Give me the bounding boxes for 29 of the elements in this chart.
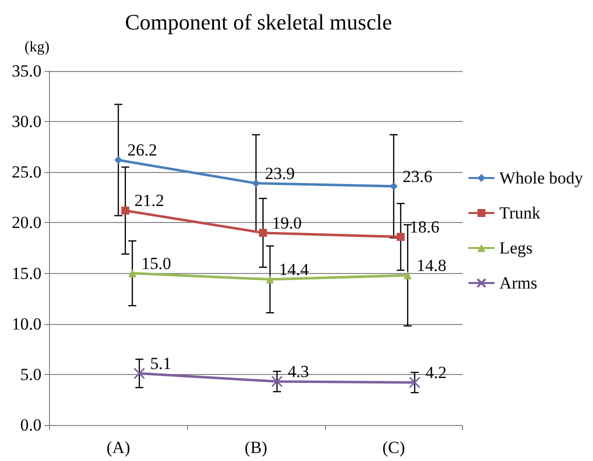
data-label: 18.6 xyxy=(410,217,440,236)
y-tick-label: 15.0 xyxy=(12,264,42,283)
data-label: 23.6 xyxy=(402,166,432,186)
data-label: 14.8 xyxy=(416,256,446,275)
data-label: 5.1 xyxy=(150,354,172,373)
data-label: 4.2 xyxy=(425,363,447,382)
legend-label: Legs xyxy=(499,238,532,258)
y-tick-label: 35.0 xyxy=(12,62,42,80)
legend-label: Whole body xyxy=(499,168,584,188)
data-label: 14.4 xyxy=(279,260,310,279)
y-tick-label: 0.0 xyxy=(20,416,42,434)
legend-label: Trunk xyxy=(499,204,541,222)
data-label: 21.2 xyxy=(134,191,164,210)
data-label: 4.3 xyxy=(288,362,309,382)
y-tick-label: 20.0 xyxy=(12,213,42,232)
data-label: 19.0 xyxy=(272,213,302,232)
y-axis-title: (kg) xyxy=(24,40,50,56)
x-tick-label: (A) xyxy=(106,438,130,457)
y-tick-label: 5.0 xyxy=(20,364,42,384)
x-tick-label: (B) xyxy=(244,438,268,457)
y-tick-label: 25.0 xyxy=(12,162,42,182)
data-label: 26.2 xyxy=(127,140,158,160)
legend-label: Arms xyxy=(499,274,538,292)
chart-title: Component of skeletal muscle xyxy=(125,10,392,34)
x-tick-label: (C) xyxy=(382,438,406,457)
data-label: 23.9 xyxy=(265,164,295,183)
y-tick-label: 10.0 xyxy=(12,314,42,334)
data-label: 15.0 xyxy=(141,254,172,273)
y-tick-label: 30.0 xyxy=(12,112,42,132)
